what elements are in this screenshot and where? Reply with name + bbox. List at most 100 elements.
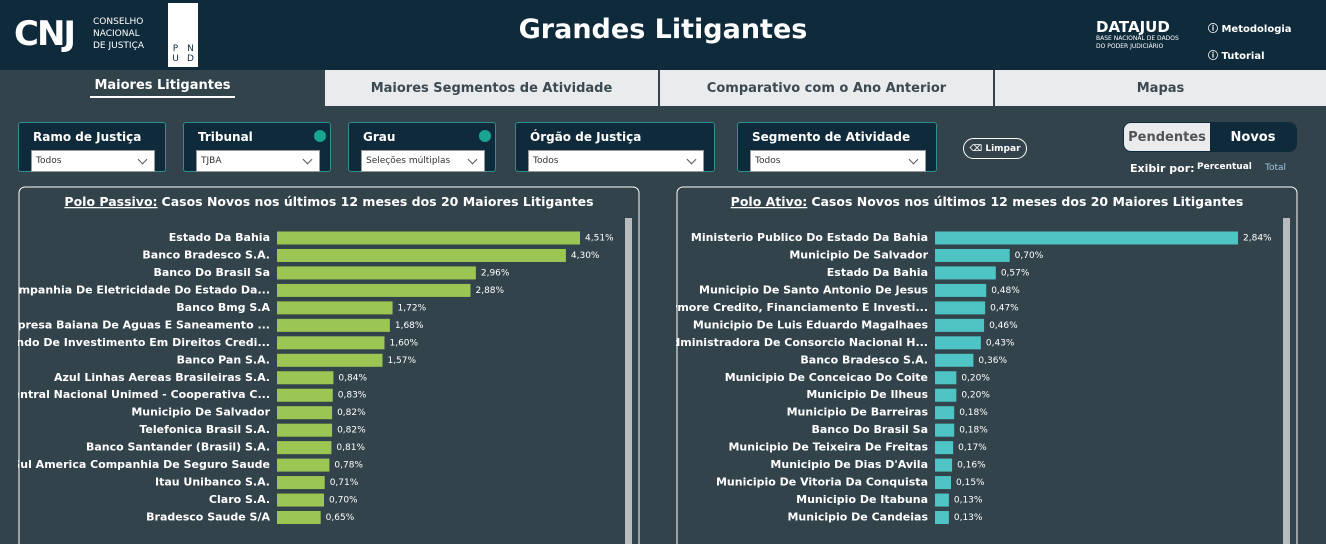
display-option[interactable]: Total (1265, 163, 1287, 173)
bar (277, 318, 390, 332)
chart-title: Polo Passivo: Casos Novos nos últimos 12 … (64, 194, 593, 209)
bar (277, 248, 566, 262)
category-label: Banco Do Brasil Sa (811, 423, 928, 436)
link[interactable]: ⓘ Tutorial (1208, 51, 1265, 62)
tab[interactable]: Maiores Segmentos de Atividade (323, 70, 658, 106)
bar (935, 318, 985, 332)
bar (935, 406, 955, 420)
bar (277, 406, 333, 420)
category-label: Municipio De Salvador (131, 406, 270, 419)
category-label: Municipio De Candeias (787, 511, 928, 524)
bar (935, 248, 1010, 262)
bar (277, 441, 332, 455)
value-label: 0,81% (336, 443, 365, 453)
category-label: Municipio De Teixeira De Freitas (728, 441, 928, 454)
tab[interactable]: Comparativo com o Ano Anterior (658, 70, 993, 106)
filter-label: Ramo de Justiça (33, 130, 142, 144)
value-label: 0,70% (1015, 251, 1044, 261)
toggle-option[interactable]: Pendentes (1124, 123, 1210, 151)
category-label: Municipio De Dias D'Avila (770, 458, 928, 471)
category-label: Municipio De Barreiras (787, 406, 929, 419)
value-label: 0,65% (326, 513, 355, 523)
link-text[interactable]: Metodologia (1221, 24, 1292, 35)
bar (935, 353, 974, 367)
category-label: Estado Da Bahia (827, 266, 928, 279)
bar (935, 301, 986, 315)
category-label: Estado Da Bahia (169, 231, 270, 244)
scrollbar (1283, 218, 1290, 544)
filter-label: Grau (363, 130, 396, 144)
value-label: 4,51% (585, 234, 614, 244)
tab[interactable]: Mapas (993, 70, 1326, 106)
bar (277, 283, 471, 297)
toggle[interactable]: Pendentes Novos (1123, 122, 1297, 152)
bar (277, 423, 333, 437)
bar (277, 371, 334, 385)
display-option[interactable]: Percentual (1197, 162, 1252, 172)
pnud-letter: D (187, 54, 194, 64)
category-label: Itau Unibanco S.A. (155, 476, 270, 489)
category-label: Telefonica Brasil S.A. (139, 423, 270, 436)
tab[interactable]: Maiores Litigantes (0, 70, 323, 106)
value-label: 1,57% (387, 356, 416, 366)
category-label: Banco Pan S.A. (177, 353, 270, 366)
value-label: 0,43% (986, 338, 1015, 348)
dropdown[interactable]: Todos (31, 150, 155, 172)
category-label: Azul Linhas Aereas Brasileiras S.A. (54, 371, 270, 384)
filter[interactable]: Grau Seleções múltiplas (348, 122, 496, 172)
org-line: DE JUSTIÇA (93, 41, 145, 51)
category-label: Municipio De Vitoria Da Conquista (716, 476, 928, 489)
bar (277, 388, 333, 402)
value-label: 0,84% (338, 373, 367, 383)
value-label: 0,83% (338, 391, 367, 401)
org-line: CONSELHO (93, 17, 144, 27)
logo: CNJ (14, 14, 76, 54)
category-label: Banco Bradesco S.A. (142, 248, 270, 261)
display-label: Exibir por: (1130, 162, 1195, 175)
filter[interactable]: Órgão de Justiça Todos (515, 122, 715, 172)
tab-text[interactable]: Maiores Litigantes (90, 78, 235, 98)
links: ⓘ Metodologia ⓘ Tutorial (1208, 16, 1292, 70)
value-label: 0,18% (959, 408, 988, 418)
toggle-option[interactable]: Novos (1210, 123, 1296, 151)
filter[interactable]: Tribunal TJBA (183, 122, 331, 172)
panel-border (18, 186, 640, 544)
link-text[interactable]: Tutorial (1221, 51, 1265, 62)
category-label: Municipio De Ilheus (806, 388, 928, 401)
category-label: Banco Bradesco S.A. (800, 353, 928, 366)
org-line: NACIONAL (93, 29, 140, 39)
link[interactable]: ⓘ Metodologia (1208, 24, 1292, 35)
bar (935, 493, 949, 507)
value-label: 0,13% (954, 496, 983, 506)
category-label: Bradesco Saude S/A (146, 511, 270, 524)
value-label: 2,96% (481, 268, 510, 278)
bar (277, 493, 325, 507)
dropdown[interactable]: Todos (750, 150, 926, 172)
category-label: Municipio De Luis Eduardo Magalhaes (693, 318, 929, 331)
value-label: 0,16% (957, 461, 986, 471)
bar (935, 423, 955, 437)
pnud-letter: U (172, 54, 179, 64)
bar (935, 283, 987, 297)
dropdown[interactable]: Seleções múltiplas (361, 150, 485, 172)
button-text[interactable]: Limpar (985, 143, 1021, 154)
chart-title-text: Casos Novos nos últimos 12 meses dos 20 … (162, 194, 594, 209)
filter-label: Segmento de Atividade (752, 130, 911, 144)
filter[interactable]: Segmento de Atividade Todos (737, 122, 937, 172)
value-label: 0,71% (330, 478, 359, 488)
value-label: 0,15% (956, 478, 985, 488)
clear-button[interactable]: ⌫ Limpar (963, 138, 1027, 159)
filter-label: Órgão de Justiça (530, 130, 642, 144)
bar (277, 476, 325, 490)
org-name: CONSELHO NACIONAL DE JUSTIÇA (93, 16, 144, 52)
value-label: 0,82% (337, 408, 366, 418)
bar (935, 336, 981, 350)
page-title: Grandes Litigantes (518, 14, 808, 45)
filter[interactable]: Ramo de Justiça Todos (18, 122, 166, 172)
dropdown[interactable]: Todos (528, 150, 704, 172)
bar (277, 266, 476, 280)
value-label: 0,17% (958, 443, 987, 453)
value-label: 0,82% (337, 426, 366, 436)
dropdown[interactable]: TJBA (196, 150, 320, 172)
